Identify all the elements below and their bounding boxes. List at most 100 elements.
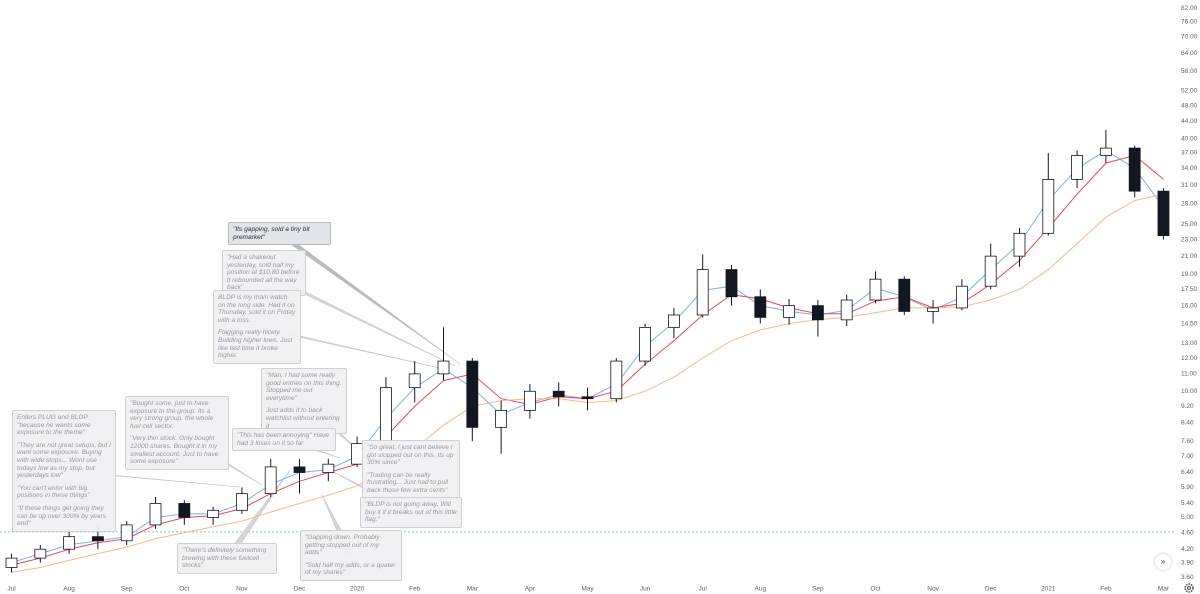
candle-body (120, 524, 133, 542)
annotation-text: "Had a shakeout yesterday, sold half my … (227, 254, 300, 292)
candle-body (63, 536, 76, 550)
y-tick-label: 7.60 (1181, 438, 1194, 445)
x-tick-label: Sep (121, 586, 133, 593)
candle-body (1099, 147, 1112, 156)
candle-body (696, 269, 709, 316)
annotation-box[interactable]: "So great, I just cant believe I got sto… (362, 440, 460, 499)
gear-center (1187, 586, 1191, 590)
y-tick-label: 5.90 (1181, 484, 1194, 491)
scroll-to-latest-button[interactable]: » (1155, 554, 1171, 570)
candle-body (207, 509, 220, 518)
annotation-text: Just adds it to back watchlist without e… (266, 407, 340, 430)
y-tick-label: 5.40 (1181, 500, 1194, 507)
annotation-text: "So great, I just cant believe I got sto… (367, 444, 454, 467)
x-tick-label: Mar (467, 586, 479, 593)
candle-body (783, 305, 795, 318)
x-tick-label: Dec (985, 586, 997, 593)
annotation-box[interactable]: "Man, I had some really good entries on … (261, 368, 347, 435)
x-tick-label: May (581, 586, 594, 593)
candle-body (581, 396, 594, 400)
candle-body (437, 360, 450, 375)
y-tick-label: 16.00 (1181, 302, 1198, 309)
annotation-text: "There's definitely something brewing wi… (182, 547, 267, 570)
x-tick-label: 2020 (350, 586, 365, 593)
candle-body (725, 269, 738, 298)
candle-body (927, 307, 939, 312)
annotation-box[interactable]: "There's definitely something brewing wi… (177, 543, 277, 574)
y-tick-label: 4.60 (1181, 529, 1194, 536)
candle-body (5, 557, 18, 568)
candle-body (1157, 190, 1170, 237)
annotation-box[interactable]: "Gapping down. Probably getting stopped … (300, 530, 402, 581)
candle-body (380, 387, 392, 445)
annotation-box[interactable]: "Its gapping, sold a tiny bit premarket" (228, 222, 331, 246)
candle-body (524, 390, 536, 411)
y-tick-label: 11.00 (1181, 371, 1197, 378)
candle-body (466, 360, 479, 428)
y-tick-label: 82.00 (1181, 5, 1198, 12)
y-tick-label: 3.90 (1181, 559, 1194, 566)
candle-body (667, 314, 680, 328)
annotation-box[interactable]: "Bought some, just to have exposure to t… (125, 396, 229, 470)
y-tick-label: 34.00 (1181, 165, 1198, 172)
y-tick-label: 48.00 (1181, 102, 1198, 109)
annotation-box[interactable]: "Had a shakeout yesterday, sold half my … (222, 250, 306, 296)
y-tick-label: 31.00 (1181, 182, 1198, 189)
candle-body (264, 466, 277, 495)
candle-body (840, 299, 853, 321)
y-tick-label: 28.00 (1181, 200, 1198, 207)
annotation-text: "They are not great setups, but I want s… (17, 441, 111, 480)
y-tick-label: 23.00 (1181, 236, 1198, 243)
annotation-text: "Gapping down. Probably getting stopped … (305, 534, 380, 557)
candle-body (955, 285, 968, 309)
y-tick-label: 44.00 (1181, 118, 1198, 125)
annotation-box[interactable]: "This has been annoying" Have had 3 lose… (232, 428, 336, 452)
x-tick-label: Jul (7, 586, 16, 593)
candle-body (639, 326, 651, 362)
x-tick-label: Mar (1158, 586, 1170, 593)
candle-body (1013, 232, 1026, 257)
y-tick-label: 3.60 (1181, 574, 1194, 581)
annotation-box[interactable]: BLDP is my main watch on the long side. … (213, 290, 301, 364)
candle-body (552, 390, 565, 398)
settings-icon[interactable] (1184, 583, 1194, 593)
x-tick-label: Nov (927, 586, 939, 593)
y-tick-label: 17.50 (1181, 286, 1198, 293)
candle-body (408, 373, 421, 389)
x-tick-label: Nov (236, 586, 248, 593)
y-tick-label: 14.50 (1181, 320, 1198, 327)
annotation-text: "Its gapping, sold a tiny bit premarket" (233, 226, 310, 241)
annotation-text: "Sold half my adds, or a quater of my sh… (305, 561, 396, 577)
y-tick-label: 37.00 (1181, 150, 1198, 157)
x-tick-label: Oct (870, 586, 880, 593)
candle-body (811, 305, 824, 321)
x-tick-label: Dec (294, 586, 306, 593)
annotation-text: Flagging really nicely. Building higher … (218, 329, 293, 360)
candle-body (236, 493, 248, 511)
y-tick-label: 7.00 (1181, 453, 1194, 460)
candle-body (178, 503, 191, 518)
annotation-text: "Man, I had some really good entries on … (266, 372, 342, 402)
y-tick-label: 12.00 (1181, 355, 1198, 362)
y-tick-label: 8.40 (1181, 420, 1194, 427)
y-tick-label: 25.00 (1181, 221, 1198, 228)
x-tick-label: 2021 (1041, 586, 1056, 593)
y-tick-label: 19.00 (1181, 271, 1198, 278)
candle-body (610, 360, 623, 400)
gear-ring (1184, 583, 1194, 593)
candle-body (92, 536, 104, 542)
x-tick-label: Jun (640, 586, 651, 593)
annotation-text: "Very thin stock. Only bought 12000 shar… (130, 435, 219, 466)
annotation-box[interactable]: "BLDP is not going away. Will buy it if … (360, 497, 462, 528)
y-tick-label: 58.00 (1181, 68, 1198, 75)
x-tick-label: Feb (1100, 586, 1112, 593)
candle-body (984, 255, 997, 287)
candle-body (898, 278, 911, 312)
annotation-box[interactable]: Enters PLUG and BLDP "because he wants s… (12, 410, 116, 532)
candle-body (149, 503, 162, 526)
y-tick-label: 52.00 (1181, 88, 1198, 95)
y-tick-label: 76.00 (1181, 19, 1198, 26)
y-tick-label: 21.00 (1181, 253, 1198, 260)
annotation-text: "If these things get going they can be u… (17, 504, 107, 528)
